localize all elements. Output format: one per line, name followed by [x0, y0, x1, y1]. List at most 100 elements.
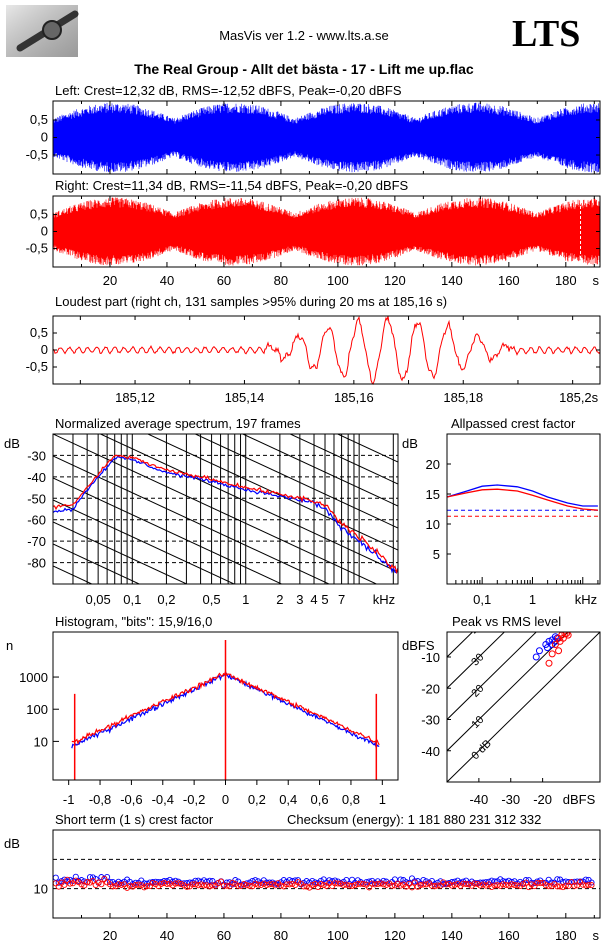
shortterm-title: Short term (1 s) crest factor — [55, 812, 214, 827]
x-tick-label: 180 — [555, 273, 577, 288]
crest-point — [374, 880, 381, 888]
crest-point — [482, 882, 490, 889]
crest-point — [505, 882, 512, 889]
crest-point — [485, 878, 492, 885]
crest-point — [303, 883, 310, 890]
x-tick-label: 185,18 — [443, 390, 483, 405]
header: MasVis ver 1.2 - www.lts.a.se LTS The Re… — [6, 5, 580, 77]
crest-point — [480, 881, 487, 888]
crest-point — [397, 882, 404, 889]
x-tick-label: 0,4 — [279, 792, 297, 807]
crest-point — [351, 882, 359, 889]
x-tick-label: 100 — [327, 928, 349, 943]
crest-point — [388, 882, 396, 889]
y-tick-label: -80 — [27, 556, 46, 571]
crest-point — [380, 881, 387, 888]
x-tick-label: 140 — [441, 273, 463, 288]
peakrms-point — [559, 634, 567, 642]
crest-point — [149, 879, 156, 887]
crest-point — [255, 881, 262, 888]
crest-point — [582, 876, 589, 883]
crest-series-line — [446, 484, 598, 507]
crest-point — [562, 882, 569, 889]
y-tick-label: 15 — [426, 487, 440, 502]
crest-point — [55, 883, 62, 890]
y-tick-label: -0,5 — [26, 147, 48, 162]
crest-point — [152, 878, 159, 885]
x-tick-label: 1 — [379, 792, 386, 807]
crest-point — [354, 881, 361, 888]
y-tick-label: 100 — [26, 702, 48, 717]
y-tick-label: 0 — [41, 342, 48, 357]
x-tick-label: 185,14 — [225, 390, 265, 405]
y-tick-label: -20 — [421, 681, 440, 696]
x-tick-label: 160 — [498, 273, 520, 288]
crest-point — [223, 882, 230, 889]
crest-point — [522, 879, 529, 886]
crest-point — [377, 880, 384, 887]
crest-point — [343, 881, 350, 888]
crest-point — [209, 882, 216, 889]
crest-point — [198, 881, 205, 888]
crest-point — [118, 880, 125, 887]
y-tick-label: 10 — [426, 517, 440, 532]
crest-point — [366, 884, 373, 891]
y-tick-label: -40 — [421, 744, 440, 759]
allpassed-panel: Allpassed crest factor dB 20 15 10 5 0,1 1 kHz — [402, 416, 601, 607]
left-waveform-panel: Left: Crest=12,32 dB, RMS=-12,52 dBFS, P… — [26, 83, 601, 175]
x-tick-label: 80 — [274, 273, 288, 288]
waveform-trace — [52, 197, 600, 266]
crest-point — [84, 879, 91, 886]
crest-point — [423, 881, 430, 888]
crest-point — [494, 882, 501, 889]
x-tick-label: 120 — [384, 928, 406, 943]
histogram-ylabel: n — [6, 638, 13, 653]
allpassed-ylabel: dB — [402, 436, 418, 451]
crest-point — [460, 880, 467, 887]
crest-point — [289, 880, 296, 887]
crest-point — [300, 883, 307, 890]
x-tick-label: -30 — [501, 792, 520, 807]
x-tick-label: 0,8 — [342, 792, 360, 807]
crest-point — [428, 882, 435, 889]
x-tick-label: 185,12 — [115, 390, 155, 405]
crest-point — [408, 884, 416, 891]
y-tick-label: -30 — [421, 713, 440, 728]
crest-point — [218, 878, 225, 885]
crest-point — [508, 881, 515, 888]
crest-point — [542, 882, 549, 889]
crest-point — [574, 878, 581, 885]
right-waveform-plot — [52, 196, 600, 267]
crest-point — [269, 881, 276, 888]
crest-point — [89, 877, 96, 885]
spectrum-series-line — [53, 454, 398, 575]
crest-point — [334, 880, 341, 887]
crest-point — [349, 882, 356, 889]
x-tick-label: 0,05 — [85, 592, 110, 607]
crest-point — [397, 876, 404, 883]
crest-point — [346, 882, 353, 889]
crest-point — [326, 877, 333, 884]
crest-point — [411, 879, 418, 886]
program-title: MasVis ver 1.2 - www.lts.a.se — [219, 28, 389, 43]
crest-point — [229, 879, 236, 886]
x-tick-label: kHz — [373, 592, 395, 607]
crest-point — [320, 881, 327, 889]
y-tick-label: -50 — [27, 491, 46, 506]
loudest-part-title: Loudest part (right ch, 131 samples >95%… — [55, 294, 447, 309]
crest-point — [571, 882, 578, 889]
crest-point — [545, 883, 552, 890]
x-tick-label: 185,16 — [334, 390, 374, 405]
crest-point — [383, 881, 390, 888]
crest-point — [463, 880, 470, 887]
crest-point — [451, 881, 458, 888]
crest-point — [135, 881, 142, 888]
tilt-line — [53, 434, 378, 584]
x-tick-label: 40 — [160, 928, 174, 943]
crest-line-label: 30 — [469, 651, 486, 668]
crest-point — [118, 881, 125, 888]
crest-point — [143, 882, 151, 890]
x-tick-label: 7 — [338, 592, 345, 607]
x-tick-label: 20 — [103, 928, 117, 943]
crest-point — [511, 881, 518, 889]
